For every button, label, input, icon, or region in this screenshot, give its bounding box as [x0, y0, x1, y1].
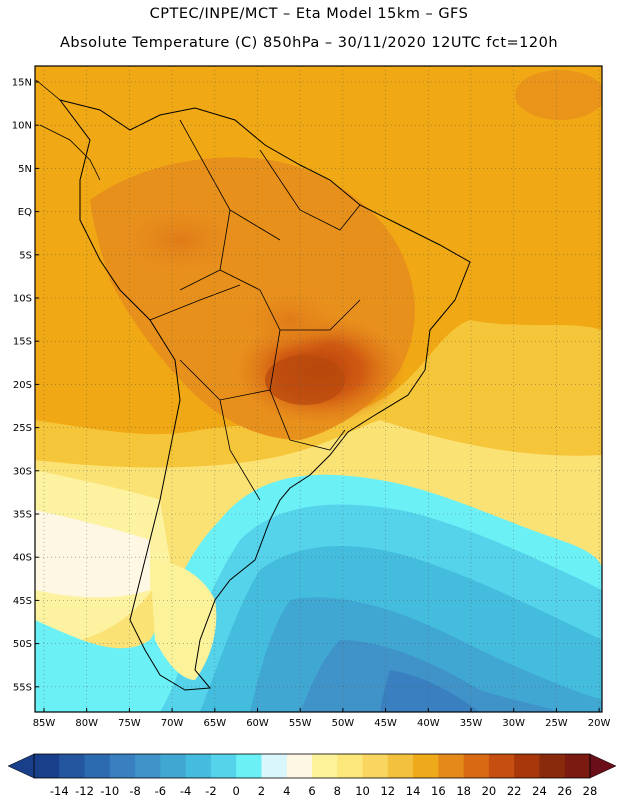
colorbar-tick-label: -10 [100, 784, 119, 798]
colorbar-swatch [413, 754, 439, 778]
colorbar-swatch [488, 754, 515, 778]
colorbar-tick-label: -4 [180, 784, 191, 798]
lon-label: 40W [417, 718, 440, 729]
colorbar-tick-label: 8 [334, 784, 341, 798]
colorbar-tick-label: 0 [233, 784, 240, 798]
colorbar-swatch [109, 754, 136, 778]
lat-label: 5N [18, 164, 32, 175]
colorbar-tick-label: 6 [308, 784, 315, 798]
colorbar-swatch [463, 754, 490, 778]
colorbar: -14 -12 -10 -8 -6 -4 -2 0 2 4 6 8 10 12 14 16 18 20 22 24 26… [7, 753, 617, 798]
lat-label: 50S [13, 639, 32, 650]
colorbar-tick-label: 24 [532, 784, 547, 798]
lon-label: 30W [502, 718, 525, 729]
lat-label: 10S [13, 294, 32, 305]
colorbar-swatch [160, 754, 187, 778]
colorbar-tick-label: 10 [355, 784, 370, 798]
colorbar-tick-label: 22 [507, 784, 522, 798]
longitude-labels: 85W 80W 75W 70W 65W 60W 55W 50W 45W 40W 35W 30W 25W 2… [33, 708, 611, 729]
colorbar-tick-label: -14 [50, 784, 69, 798]
colorbar-swatch [185, 754, 212, 778]
lat-lon-gridlines [35, 66, 602, 712]
colorbar-swatch [539, 754, 566, 778]
colorbar-swatch [210, 754, 237, 778]
central-america-coastline [35, 79, 101, 181]
lat-label: 5S [19, 250, 32, 261]
lon-label: 75W [118, 718, 141, 729]
colorbar-tick-label: -6 [155, 784, 166, 798]
lat-label: 40S [13, 553, 32, 564]
lat-label: 15S [13, 337, 32, 348]
colorbar-swatch [59, 754, 86, 778]
lat-label: 20S [13, 380, 32, 391]
colorbar-swatch [135, 754, 161, 778]
colorbar-swatch [312, 754, 338, 778]
colorbar-tick-label: 16 [431, 784, 446, 798]
lon-label: 70W [161, 718, 184, 729]
lon-label: 60W [246, 718, 269, 729]
colorbar-swatch [286, 754, 313, 778]
lat-label: 55S [13, 682, 32, 693]
colorbar-swatch [438, 754, 465, 778]
south-america-coastline [58, 99, 471, 691]
lon-label: 20W [588, 718, 611, 729]
colorbar-tick-label: -2 [205, 784, 216, 798]
lon-label: 45W [374, 718, 397, 729]
lon-label: 35W [460, 718, 483, 729]
colorbar-swatch [564, 754, 591, 778]
lon-label: 55W [289, 718, 312, 729]
colorbar-tick-label: -8 [129, 784, 140, 798]
lon-label: 50W [332, 718, 355, 729]
lon-label: 80W [75, 718, 98, 729]
colorbar-tick-label: 14 [406, 784, 421, 798]
colorbar-swatch [387, 754, 414, 778]
lat-label: 45S [13, 596, 32, 607]
lon-label: 25W [545, 718, 568, 729]
map-title-variable: Absolute Temperature (C) 850hPa – 30/11/… [59, 35, 559, 51]
colorbar-tick-label: 28 [583, 784, 598, 798]
map-frame [34, 65, 603, 713]
lat-label: EQ [18, 207, 32, 218]
colorbar-swatch [84, 754, 111, 778]
colorbar-swatch [261, 754, 288, 778]
colorbar-tick-label: 2 [258, 784, 265, 798]
lat-label: 15N [12, 78, 32, 89]
colorbar-under-arrow [7, 753, 35, 779]
colorbar-tick-label: 26 [557, 784, 572, 798]
latitude-labels: 15N 10N 5N EQ 5S 10S 15S 20S 25S 30S 35S 40S 45S 50S 5… [12, 78, 39, 693]
country-borders [149, 119, 361, 501]
colorbar-swatch [337, 754, 364, 778]
lon-label: 65W [203, 718, 226, 729]
colorbar-over-arrow [589, 753, 617, 779]
lat-label: 25S [13, 423, 32, 434]
temperature-field [35, 66, 602, 712]
colorbar-swatch [514, 754, 540, 778]
colorbar-swatch [236, 754, 262, 778]
colorbar-tick-label: 20 [482, 784, 497, 798]
colorbar-tick-label: 12 [380, 784, 395, 798]
colorbar-outline [33, 753, 591, 779]
map-title-model: CPTEC/INPE/MCT – Eta Model 15km – GFS [149, 6, 469, 22]
lat-label: 30S [13, 466, 32, 477]
colorbar-tick-label: 4 [283, 784, 290, 798]
colorbar-tick-label: -12 [75, 784, 94, 798]
colorbar-swatch [362, 754, 389, 778]
lat-label: 35S [13, 510, 32, 521]
colorbar-tick-label: 18 [456, 784, 471, 798]
colorbar-swatch [34, 754, 60, 778]
lon-label: 85W [33, 718, 56, 729]
lat-label: 10N [12, 121, 32, 132]
